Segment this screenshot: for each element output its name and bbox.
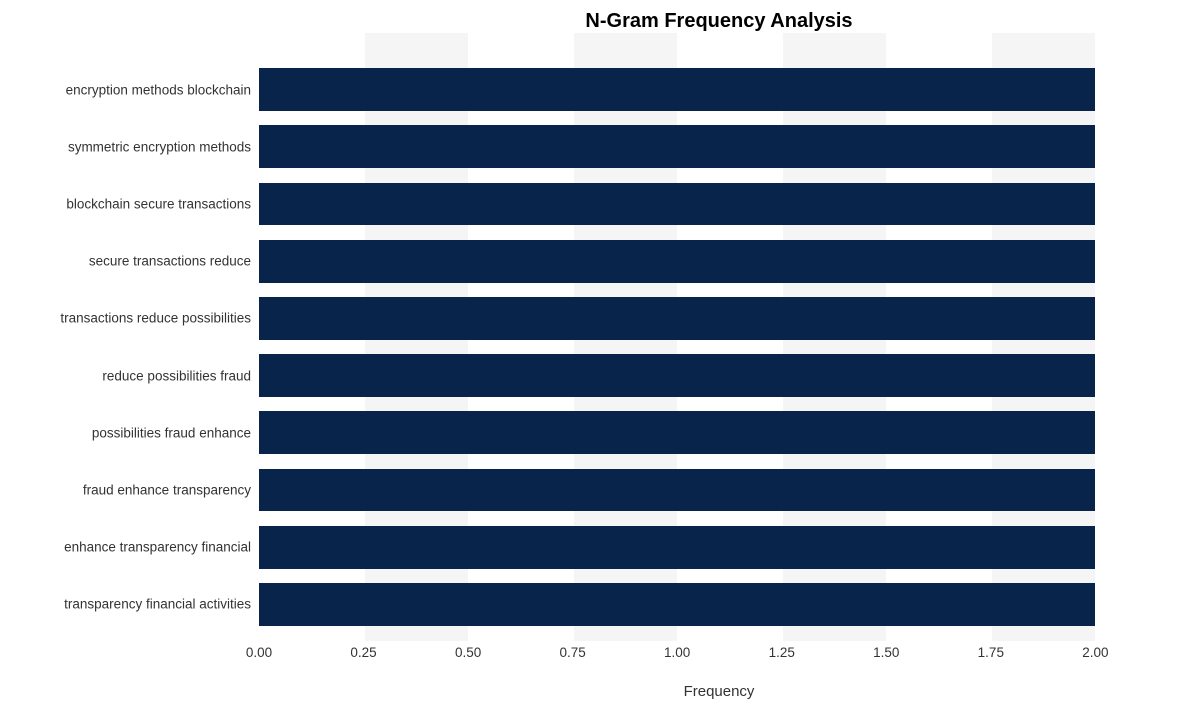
bar <box>259 297 1095 340</box>
plot-area <box>259 33 1179 641</box>
bar <box>259 68 1095 111</box>
bar <box>259 526 1095 569</box>
x-tick-label: 0.75 <box>559 645 585 660</box>
grid-line <box>1095 33 1096 641</box>
x-axis-label-row: Frequency <box>10 683 1179 700</box>
y-tick-label: transactions reduce possibilities <box>60 311 251 326</box>
bar <box>259 125 1095 168</box>
y-tick-label: transparency financial activities <box>64 597 251 612</box>
y-tick-label: possibilities fraud enhance <box>92 425 251 440</box>
chart-title: N-Gram Frequency Analysis <box>10 10 1179 33</box>
y-axis-labels: encryption methods blockchain symmetric e… <box>10 33 259 641</box>
x-tick-label: 2.00 <box>1082 645 1108 660</box>
x-axis-row: 0.00 0.25 0.50 0.75 1.00 1.25 1.50 1.75 2.00 <box>10 641 1179 665</box>
y-tick-label: blockchain secure transactions <box>66 197 251 212</box>
bar <box>259 583 1095 626</box>
bar <box>259 183 1095 226</box>
plot-row: encryption methods blockchain symmetric e… <box>10 33 1179 641</box>
x-tick-label: 0.50 <box>455 645 481 660</box>
y-tick-label: enhance transparency financial <box>64 540 251 555</box>
x-axis-ticks: 0.000.250.500.751.001.251.501.752.00 <box>259 641 1179 665</box>
bar <box>259 469 1095 512</box>
bar <box>259 411 1095 454</box>
x-tick-label: 1.75 <box>978 645 1004 660</box>
y-tick-label: fraud enhance transparency <box>83 483 251 498</box>
x-tick-label: 1.25 <box>769 645 795 660</box>
x-tick-label: 0.25 <box>350 645 376 660</box>
x-tick-label: 1.50 <box>873 645 899 660</box>
y-tick-label: encryption methods blockchain <box>66 82 251 97</box>
bar <box>259 240 1095 283</box>
x-tick-label: 1.00 <box>664 645 690 660</box>
y-tick-label: secure transactions reduce <box>89 254 251 269</box>
y-tick-label: reduce possibilities fraud <box>102 368 251 383</box>
bar <box>259 354 1095 397</box>
chart-container: N-Gram Frequency Analysis encryption met… <box>10 10 1179 700</box>
x-axis-label: Frequency <box>684 683 755 700</box>
y-tick-label: symmetric encryption methods <box>68 139 251 154</box>
x-tick-label: 0.00 <box>246 645 272 660</box>
